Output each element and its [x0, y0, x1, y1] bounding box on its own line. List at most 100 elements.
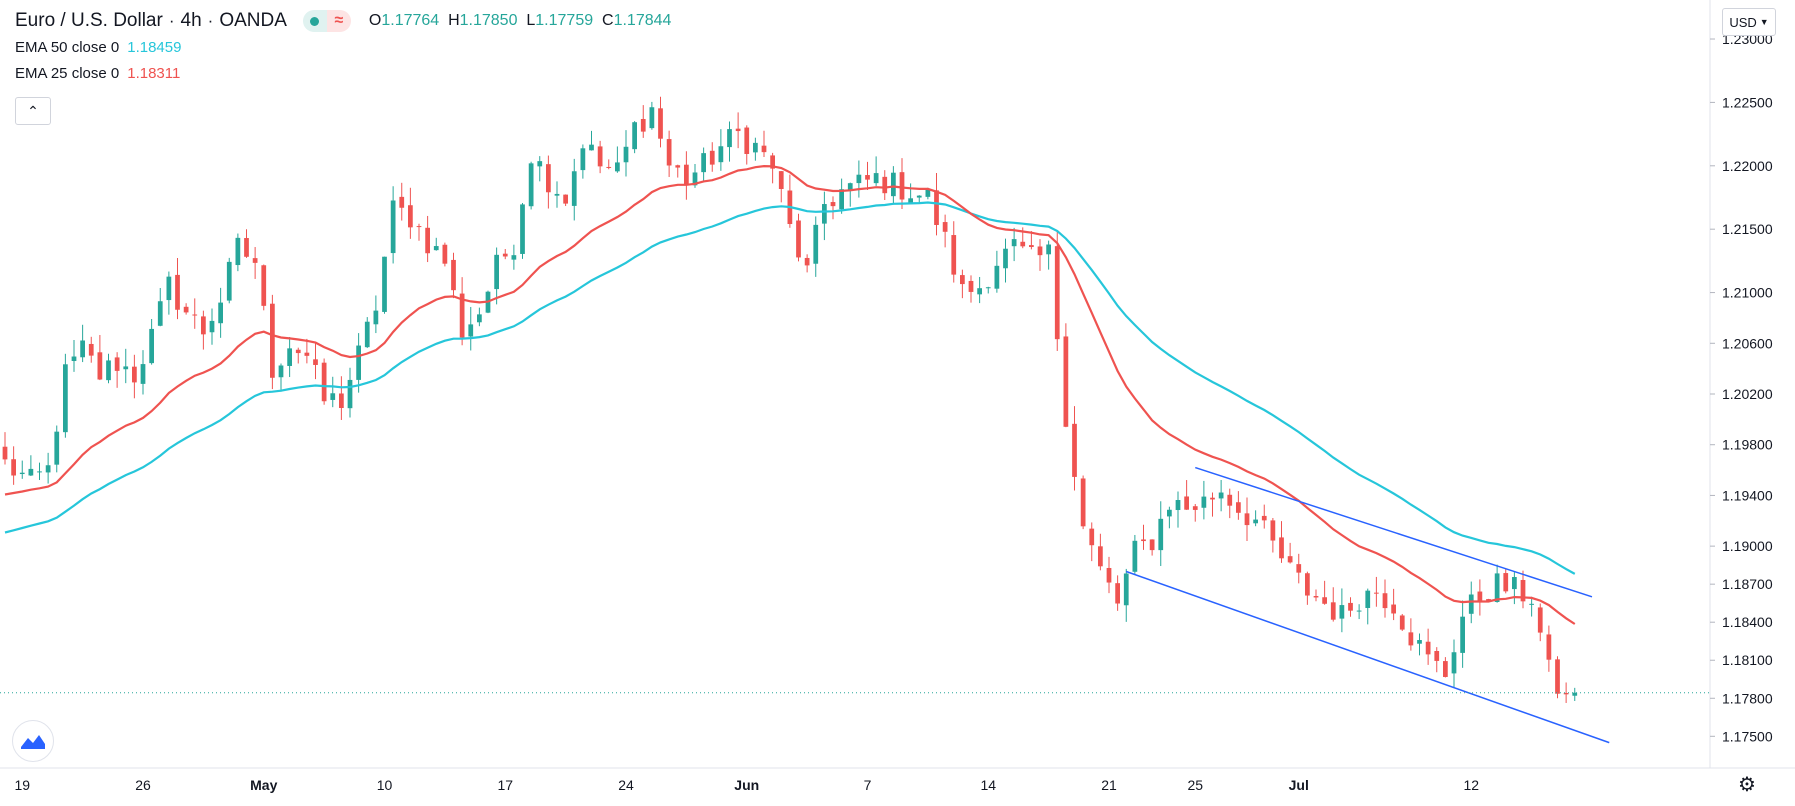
candle	[623, 130, 629, 177]
candle	[1063, 323, 1069, 428]
candle	[891, 166, 896, 205]
candle	[408, 187, 413, 239]
candle	[520, 203, 525, 259]
candle	[209, 308, 215, 345]
candle	[632, 121, 637, 154]
y-tick-label: 1.21000	[1722, 285, 1773, 301]
candle	[1236, 491, 1241, 520]
x-tick-label: 17	[497, 777, 513, 793]
candle	[1054, 230, 1060, 351]
chevron-up-icon: ⌃	[27, 102, 39, 119]
channel-lower-trendline[interactable]	[1125, 570, 1610, 744]
candle	[658, 96, 663, 148]
channel-upper-trendline[interactable]	[1195, 466, 1593, 598]
candle	[839, 178, 844, 214]
candle	[563, 194, 568, 207]
candle	[899, 158, 905, 209]
x-tick-label: Jul	[1289, 777, 1309, 793]
candle	[37, 462, 42, 480]
candle	[666, 130, 672, 177]
symbol-name[interactable]: Euro / U.S. Dollar	[15, 10, 163, 31]
candle	[994, 250, 1000, 293]
candle	[330, 376, 336, 408]
candle	[459, 277, 465, 346]
candle	[71, 339, 77, 372]
candle	[390, 186, 396, 264]
x-tick-label: 19	[14, 777, 30, 793]
candle	[511, 244, 517, 270]
candle	[1046, 240, 1051, 270]
y-tick-label: 1.20200	[1722, 386, 1773, 402]
candle	[477, 307, 482, 327]
candle	[97, 334, 103, 381]
candle	[813, 216, 819, 277]
currency-button[interactable]: USD ▼	[1722, 8, 1776, 36]
candle	[1555, 656, 1560, 699]
indicator-value: 1.18311	[127, 64, 181, 82]
candle	[778, 171, 784, 203]
candle	[1443, 657, 1448, 678]
candle	[1098, 533, 1103, 571]
candle	[1184, 480, 1189, 510]
y-tick-label: 1.19800	[1722, 437, 1773, 453]
candle	[192, 298, 198, 329]
exchange-label: OANDA	[219, 10, 287, 31]
candle	[977, 276, 982, 304]
x-tick-label: Jun	[734, 777, 759, 793]
chevron-down-icon: ▼	[1759, 17, 1769, 27]
gear-icon[interactable]: ⚙	[1738, 774, 1756, 796]
candle	[106, 353, 111, 384]
indicator-label: EMA 50 close 0	[15, 38, 120, 56]
candle	[1434, 647, 1440, 673]
candle	[908, 183, 913, 204]
indicator-ema50[interactable]: EMA 50 close 0 1.18459	[15, 34, 671, 60]
indicator-ema25[interactable]: EMA 25 close 0 1.18311	[15, 60, 671, 86]
candle	[425, 215, 430, 263]
interval-label[interactable]: 4h	[180, 10, 202, 31]
candle	[433, 237, 439, 251]
candle	[1477, 579, 1483, 616]
delayed-data-icon: ≈	[326, 10, 351, 32]
candle	[201, 310, 206, 350]
candle	[1313, 589, 1319, 602]
indicator-label: EMA 25 close 0	[15, 64, 120, 82]
candle	[114, 352, 120, 388]
candle	[1425, 628, 1431, 665]
candle	[1011, 227, 1017, 262]
candle	[80, 324, 85, 363]
candle	[1201, 480, 1207, 520]
candle	[1348, 597, 1353, 617]
y-tick-label: 1.18700	[1722, 576, 1773, 592]
candle	[132, 354, 137, 399]
candle	[1192, 504, 1198, 522]
candle	[1287, 542, 1293, 564]
candle	[1261, 504, 1267, 529]
y-tick-label: 1.20600	[1722, 335, 1773, 351]
candle	[1512, 572, 1517, 605]
candle	[252, 247, 258, 279]
candle	[373, 295, 379, 334]
tradingview-logo-icon[interactable]	[12, 720, 54, 762]
candle	[1132, 534, 1138, 574]
candle	[1029, 231, 1034, 250]
candle	[442, 242, 448, 267]
candle	[2, 432, 8, 465]
candle	[364, 317, 370, 349]
candle	[546, 155, 551, 209]
candle	[1322, 580, 1327, 605]
collapse-legend-button[interactable]: ⌃	[15, 97, 51, 125]
candle	[451, 252, 456, 299]
market-status-pill[interactable]: ≈	[302, 10, 351, 32]
candle	[1279, 521, 1284, 563]
y-tick-label: 1.17500	[1722, 728, 1773, 744]
low-value: 1.17759	[535, 12, 594, 29]
candle	[1218, 479, 1224, 512]
candle	[735, 112, 741, 149]
candle	[1149, 539, 1155, 556]
candle	[1460, 600, 1465, 668]
candle	[1296, 553, 1302, 584]
candle	[1365, 588, 1371, 625]
ema50-line	[4, 201, 1576, 575]
candle	[1167, 506, 1172, 529]
